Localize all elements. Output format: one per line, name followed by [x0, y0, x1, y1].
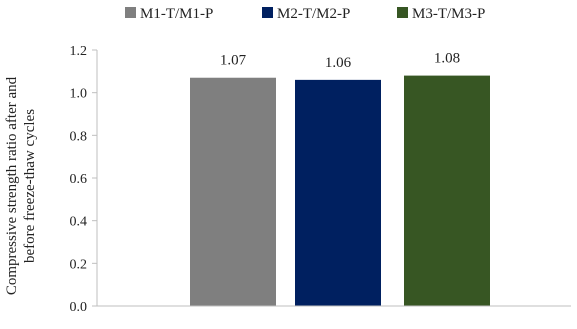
data-label-1: 1.07 [220, 53, 247, 69]
legend-label-3: M3-T/M3-P [412, 6, 485, 22]
y-axis-title: Compressive strength ratio after and befo… [4, 76, 38, 295]
legend-swatch-3 [397, 7, 408, 18]
y-axis-title-line-2: before freeze-thaw cycles [22, 109, 38, 263]
bars [190, 75, 490, 306]
bar-1 [190, 77, 276, 306]
legend-label-2: M2-T/M2-P [277, 6, 350, 22]
y-tick-label: 0.6 [70, 172, 88, 187]
legend-label-1: M1-T/M1-P [140, 6, 213, 22]
legend-swatch-2 [262, 7, 273, 18]
data-label-2: 1.06 [325, 55, 352, 71]
y-axis-title-line-1: Compressive strength ratio after and [4, 76, 20, 295]
data-labels: 1.07 1.06 1.08 [220, 51, 460, 71]
bar-3 [404, 75, 490, 306]
y-tick-label: 0.8 [70, 129, 88, 144]
y-axis: 0.0 0.2 0.4 0.6 0.8 1.0 1.2 [70, 44, 98, 315]
bar-2 [295, 79, 381, 306]
y-tick-label: 0.2 [70, 257, 88, 272]
y-tick-label: 0.4 [70, 215, 88, 230]
y-tick-label: 1.0 [70, 87, 88, 102]
legend: M1-T/M1-P M2-T/M2-P M3-T/M3-P [125, 6, 485, 22]
y-tick-label: 1.2 [70, 44, 88, 59]
legend-swatch-1 [125, 7, 136, 18]
data-label-3: 1.08 [434, 51, 460, 67]
y-tick-label: 0.0 [70, 300, 88, 315]
